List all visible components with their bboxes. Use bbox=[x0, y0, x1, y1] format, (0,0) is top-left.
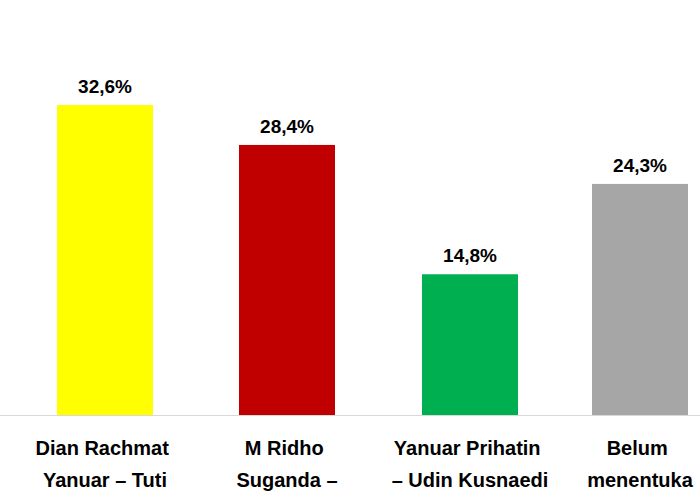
data-label: 14,8% bbox=[443, 245, 497, 266]
data-label: 28,4% bbox=[260, 116, 314, 137]
bars bbox=[57, 105, 688, 415]
bar bbox=[592, 184, 688, 415]
category-label: M Ridho Suganda – bbox=[236, 437, 337, 491]
chart: 32,6% 28,4% 14,8% 24,3% Dian Rachmat Yanuar … bbox=[0, 0, 700, 500]
bar bbox=[422, 274, 518, 415]
category-label: Dian Rachmat Yanuar – Tuti bbox=[36, 437, 175, 491]
category-label: Belum menentuka bbox=[587, 437, 693, 491]
baseline bbox=[0, 415, 700, 416]
data-label: 24,3% bbox=[613, 155, 667, 176]
bar bbox=[239, 145, 335, 415]
category-label: Yanuar Prihatin – Udin Kusnaedi bbox=[392, 437, 549, 491]
data-label: 32,6% bbox=[78, 76, 132, 97]
bar bbox=[57, 105, 153, 415]
